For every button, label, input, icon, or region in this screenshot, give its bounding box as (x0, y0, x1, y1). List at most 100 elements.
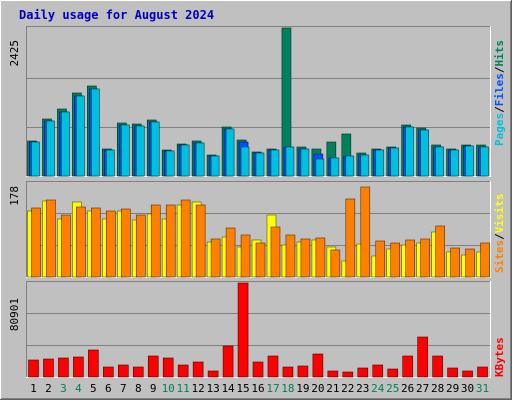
bar-kbytes (477, 366, 488, 378)
bar-kbytes (432, 355, 443, 378)
bar-sites (31, 207, 41, 278)
bar-sites (405, 239, 415, 278)
x-tick-label: 15 (236, 382, 249, 395)
bar-kbytes (103, 366, 114, 378)
bar-kbytes (132, 366, 144, 378)
bar-pages (405, 126, 414, 177)
x-tick-label: 29 (446, 382, 459, 395)
bar-pages (91, 88, 100, 177)
bar-pages (435, 146, 444, 177)
bar-pages (360, 154, 370, 177)
x-tick-label: 3 (60, 382, 67, 395)
bar-kbytes (58, 357, 69, 378)
bar-sites (255, 242, 266, 278)
bar-kbytes (237, 282, 249, 378)
x-tick-label: 6 (105, 382, 112, 395)
bar-sites (46, 199, 56, 278)
bar-pages (330, 157, 340, 177)
bar-pages (31, 141, 40, 177)
x-tick-label: 5 (90, 382, 97, 395)
legend-kbytes: KBytes (493, 337, 506, 377)
legend-hits-files-pages: Pages/Files/Hits (493, 40, 506, 146)
x-tick-label: 20 (311, 382, 324, 395)
bar-kbytes (297, 365, 309, 378)
bar-sites (106, 210, 116, 278)
bar-kbytes (43, 358, 54, 378)
bar-pages (150, 121, 160, 177)
bar-pages (390, 147, 400, 177)
bar-kbytes (162, 357, 174, 378)
x-tick-label: 2 (45, 382, 52, 395)
x-tick-label: 4 (75, 382, 82, 395)
bar-kbytes (73, 356, 84, 378)
bar-kbytes (88, 349, 99, 378)
bar-kbytes (267, 355, 279, 378)
x-tick-label: 31 (476, 382, 489, 395)
chart-bars (27, 27, 490, 378)
bar-kbytes (312, 353, 324, 378)
bar-pages (210, 155, 220, 177)
bar-pages (465, 145, 474, 177)
chart-title: Daily usage for August 2024 (19, 8, 214, 22)
bar-sites (375, 240, 386, 278)
x-tick-label: 13 (206, 382, 219, 395)
bar-kbytes (28, 359, 39, 378)
legend-files: Files (493, 73, 506, 106)
bar-pages (420, 129, 429, 177)
bar-kbytes (357, 367, 369, 378)
bar-pages (255, 152, 265, 177)
x-tick-label: 27 (416, 382, 429, 395)
bar-pages (450, 149, 459, 177)
x-tick-label: 18 (281, 382, 294, 395)
x-tick-label: 21 (326, 382, 339, 395)
legend-sites: Sites (493, 240, 506, 273)
bar-sites (330, 249, 341, 278)
bar-sites (225, 227, 236, 278)
bar-pages (76, 95, 85, 177)
x-tick-label: 17 (266, 382, 279, 395)
bar-sites (180, 199, 191, 278)
x-tick-label: 1 (30, 382, 37, 395)
x-tick-label: 14 (221, 382, 235, 395)
bar-sites (465, 248, 475, 278)
bar-kbytes (402, 355, 413, 378)
bar-sites (135, 214, 146, 278)
bar-sites (345, 198, 356, 278)
bar-sites (150, 204, 161, 278)
bar-kbytes (327, 370, 339, 378)
bar-pages (315, 158, 325, 177)
bar-pages (46, 120, 55, 177)
x-tick-label: 16 (251, 382, 264, 395)
bar-sites (270, 226, 281, 278)
bar-pages (285, 146, 295, 177)
legend-sep: / (493, 66, 506, 73)
bar-pages (180, 144, 190, 177)
bar-sites (390, 242, 401, 278)
bar-sites (195, 204, 206, 278)
bar-sites (480, 242, 490, 278)
bar-sites (435, 225, 445, 278)
x-tick-label: 10 (162, 382, 175, 395)
bar-sites (450, 247, 460, 278)
bar-kbytes (372, 364, 384, 378)
bar-sites (61, 214, 71, 278)
y-max-label-kbytes: 80901 (8, 298, 21, 331)
x-tick-label: 9 (150, 382, 157, 395)
bar-pages (121, 124, 130, 177)
bar-kbytes (177, 364, 189, 378)
chart-x-labels: 1 2 3 4 5 6 7 8 9 10 11 12 13 14 15 16 17 18 19 20 21 22 23 24 2… (30, 382, 489, 395)
bar-pages (61, 111, 70, 177)
bar-kbytes (447, 367, 458, 378)
bar-sites (76, 206, 86, 278)
bar-kbytes (462, 370, 473, 378)
bar-sites (240, 234, 251, 278)
legend-kbytes: KBytes (493, 337, 506, 377)
x-tick-label: 7 (120, 382, 127, 395)
x-tick-label: 8 (135, 382, 142, 395)
bar-pages (195, 142, 205, 177)
bar-kbytes (282, 366, 294, 378)
x-tick-label: 26 (401, 382, 414, 395)
legend-hits: Hits (493, 40, 506, 67)
bar-sites (360, 186, 371, 278)
